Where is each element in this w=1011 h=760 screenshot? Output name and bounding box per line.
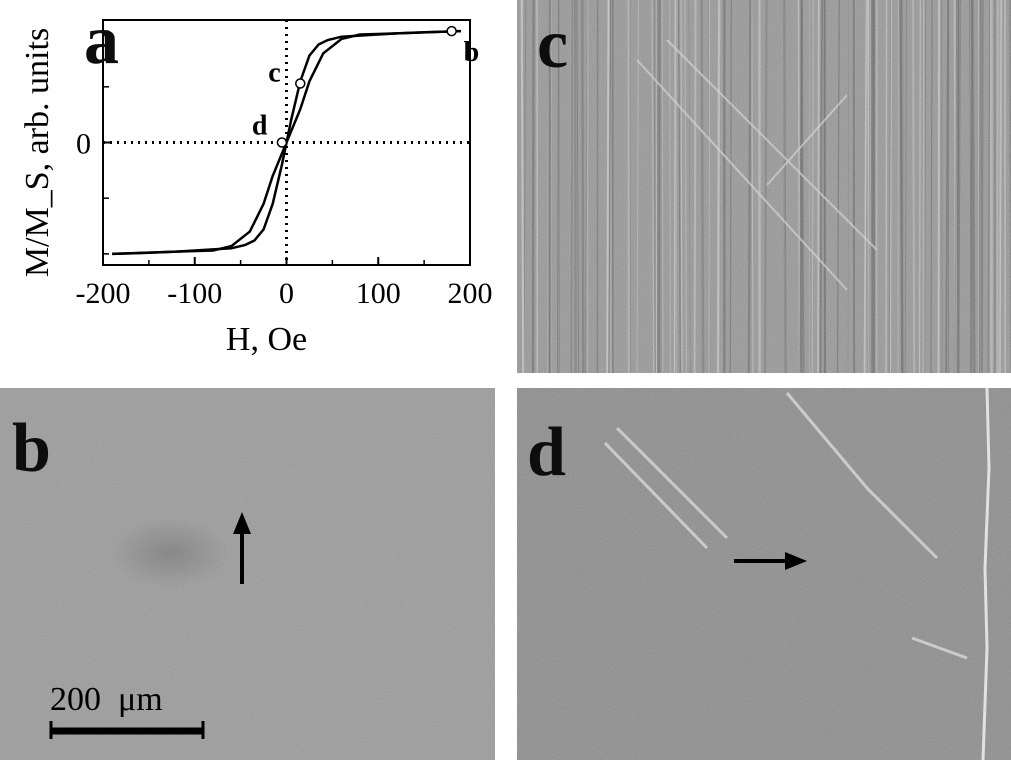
x-tick-label: -100 — [167, 277, 222, 310]
panel-a: -200 -100 0 100 200 0 H, Oe M/M_S, arb. units b c… — [0, 0, 505, 370]
hysteresis-branch-ascending — [112, 29, 461, 256]
marked-point-label-c: c — [268, 57, 280, 88]
panel-b-micrograph: b 200 μm — [0, 388, 495, 760]
x-tick-label: 200 — [448, 277, 493, 310]
marked-point-label-b: b — [464, 37, 480, 68]
panel-a-letter: a — [84, 2, 119, 79]
panel-d-letter: d — [527, 414, 566, 491]
x-tick-label: -200 — [76, 277, 131, 310]
scale-bar-label: 200 μm — [50, 681, 163, 718]
x-axis-title: H, Oe — [226, 321, 307, 358]
panel-c-letter: c — [537, 6, 569, 83]
marked-point-label-d: d — [252, 111, 268, 142]
x-tick-label: 0 — [279, 277, 294, 310]
panel-d-micrograph: d — [517, 388, 1011, 760]
up-arrow-icon — [233, 512, 251, 584]
panel-d-image — [517, 388, 1011, 760]
y-tick-label: 0 — [76, 128, 91, 161]
marked-point-c — [295, 78, 306, 89]
x-tick-label: 100 — [356, 277, 401, 310]
marked-point-d — [276, 137, 288, 148]
marked-point-b — [446, 25, 457, 37]
panel-c-micrograph: c — [517, 0, 1011, 373]
scale-bar — [49, 721, 205, 739]
right-arrow-icon — [734, 552, 807, 570]
y-axis-title: M/M_S, arb. units — [19, 28, 56, 277]
hysteresis-chart: -200 -100 0 100 200 0 H, Oe M/M_S, arb. units b c… — [19, 19, 493, 358]
panel-b-letter: b — [12, 410, 51, 487]
panel-b-image — [0, 388, 495, 760]
panel-c-image — [517, 0, 1011, 373]
